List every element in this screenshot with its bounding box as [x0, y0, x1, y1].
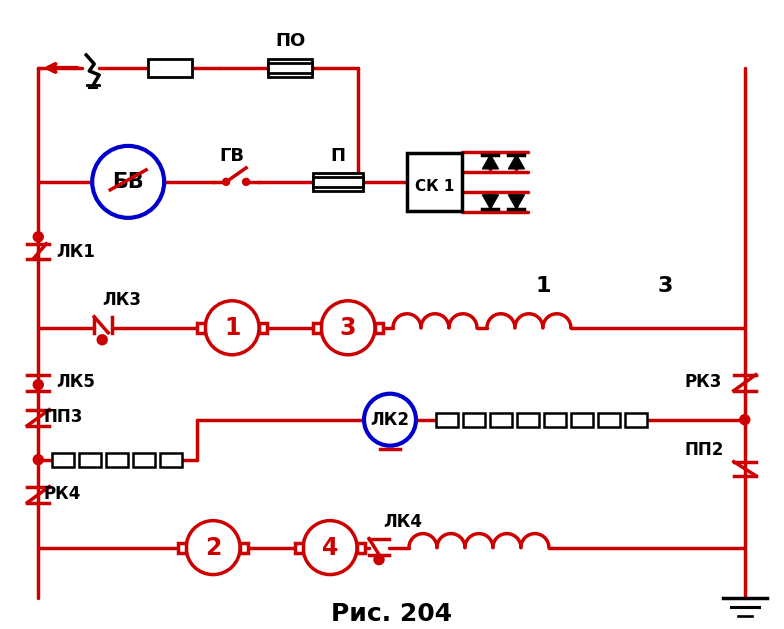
- Bar: [313, 177, 363, 187]
- Text: 2: 2: [205, 536, 221, 560]
- Text: РК3: РК3: [684, 373, 722, 391]
- Text: 4: 4: [322, 536, 338, 560]
- Bar: [178, 543, 186, 553]
- Text: ЛК2: ЛК2: [371, 411, 409, 429]
- Text: 1: 1: [224, 316, 241, 340]
- Bar: [517, 413, 539, 426]
- Bar: [295, 543, 303, 553]
- Bar: [133, 453, 155, 467]
- Circle shape: [321, 301, 375, 355]
- Text: ЛК5: ЛК5: [56, 373, 95, 391]
- Bar: [408, 153, 463, 211]
- Circle shape: [740, 415, 750, 425]
- Bar: [197, 323, 205, 333]
- Bar: [259, 323, 267, 333]
- Text: 3: 3: [339, 316, 356, 340]
- Circle shape: [186, 521, 240, 574]
- Bar: [268, 59, 312, 77]
- Circle shape: [303, 521, 357, 574]
- Circle shape: [364, 394, 416, 446]
- Text: ЛК1: ЛК1: [56, 243, 95, 261]
- Bar: [598, 413, 620, 426]
- Polygon shape: [508, 195, 524, 209]
- Circle shape: [242, 179, 249, 186]
- Circle shape: [33, 380, 43, 390]
- Text: ЛК3: ЛК3: [102, 291, 141, 309]
- Text: ГВ: ГВ: [220, 147, 245, 165]
- Bar: [160, 453, 182, 467]
- Polygon shape: [482, 195, 499, 209]
- Text: РК4: РК4: [43, 485, 81, 503]
- Text: СК 1: СК 1: [416, 179, 455, 194]
- Bar: [240, 543, 248, 553]
- Bar: [463, 413, 485, 426]
- Text: 3: 3: [657, 276, 673, 296]
- Text: ПП2: ПП2: [684, 441, 724, 459]
- Bar: [53, 453, 74, 467]
- Text: ПО: ПО: [275, 32, 305, 50]
- Bar: [313, 323, 321, 333]
- Bar: [436, 413, 458, 426]
- Text: Рис. 204: Рис. 204: [332, 601, 452, 626]
- Bar: [544, 413, 566, 426]
- Circle shape: [33, 232, 43, 242]
- Bar: [375, 323, 383, 333]
- Polygon shape: [482, 155, 499, 169]
- Circle shape: [33, 455, 43, 465]
- Bar: [268, 63, 312, 73]
- Bar: [106, 453, 129, 467]
- Bar: [490, 413, 512, 426]
- Text: П: П: [331, 147, 346, 165]
- Text: ПП3: ПП3: [43, 408, 82, 426]
- Bar: [625, 413, 647, 426]
- Bar: [571, 413, 593, 426]
- Text: ЛК4: ЛК4: [383, 513, 422, 531]
- Text: БВ: БВ: [112, 172, 144, 192]
- Bar: [79, 453, 101, 467]
- Circle shape: [374, 555, 384, 565]
- Bar: [148, 59, 192, 77]
- Circle shape: [97, 335, 107, 345]
- Circle shape: [93, 146, 164, 218]
- Circle shape: [205, 301, 259, 355]
- Polygon shape: [508, 155, 524, 169]
- Bar: [357, 543, 365, 553]
- Text: 1: 1: [535, 276, 550, 296]
- Circle shape: [223, 179, 230, 186]
- Bar: [313, 173, 363, 191]
